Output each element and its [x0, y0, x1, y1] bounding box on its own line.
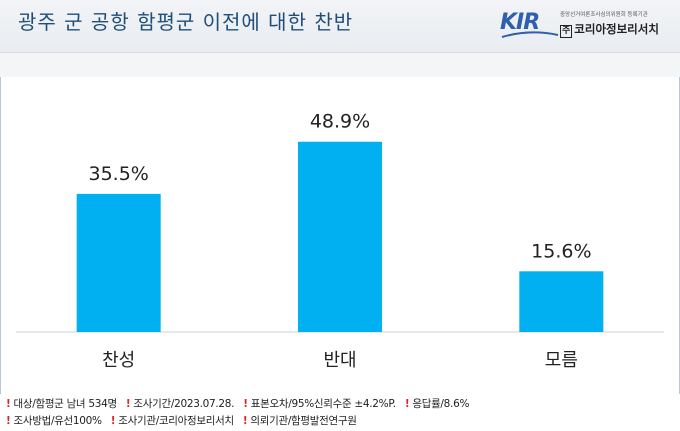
marker-icon: !: [125, 398, 131, 410]
header-bar: 광주 군 공항 함평군 이전에 대한 찬반 KIR 중앙선거여론조사심의위원회 …: [0, 0, 680, 53]
footer-period: 조사기간/2023.07.28.: [133, 398, 235, 410]
footer-item: ! 표본오차/95%신뢰수준 ±4.2%P.: [243, 398, 396, 410]
category-label-1: 찬성: [102, 350, 135, 371]
logo-mark: KIR: [500, 10, 540, 35]
bar-3: [519, 271, 604, 332]
logo-subtext: 중앙선거여론조사심의위원회 등록기관: [560, 12, 648, 18]
logo-name: 주 코리아정보리서치: [560, 21, 659, 38]
marker-icon: !: [404, 398, 410, 410]
marker-icon: !: [242, 415, 248, 427]
data-label-1: 35.5%: [88, 163, 148, 185]
footer-item: ! 대상/함평군 남녀 534명: [6, 398, 117, 410]
footer-item: ! 조사기관/코리아정보리서치: [111, 415, 234, 427]
footer-item: ! 조사기간/2023.07.28.: [125, 398, 235, 410]
footer-agency: 조사기관/코리아정보리서치: [118, 415, 234, 427]
survey-footer: ! 대상/함평군 남녀 534명 ! 조사기간/2023.07.28. ! 표본오차/…: [0, 394, 680, 431]
footer-error: 표본오차/95%신뢰수준 ±4.2%P.: [250, 398, 396, 410]
logo-name-text: 코리아정보리서치: [574, 22, 659, 36]
header-subbar: [0, 53, 680, 77]
footer-item: ! 조사방법/유선100%: [6, 415, 102, 427]
marker-icon: !: [6, 398, 11, 410]
bar-chart: 35.5% 찬성 48.9% 반대 15.6% 모름: [16, 111, 664, 371]
footer-item: ! 의뢰기관/함평발전연구원: [243, 415, 357, 427]
category-label-2: 반대: [323, 350, 356, 371]
data-label-3: 15.6%: [531, 240, 591, 262]
marker-icon: !: [243, 398, 248, 410]
bar-1: [76, 193, 161, 332]
logo-box: 주: [560, 25, 573, 38]
footer-target: 대상/함평군 남녀 534명: [13, 398, 118, 410]
footer-method: 조사방법/유선100%: [13, 415, 103, 427]
marker-icon: !: [6, 415, 11, 427]
bar-2: [298, 141, 382, 332]
footer-line-1: ! 대상/함평군 남녀 534명 ! 조사기간/2023.07.28. ! 표본오차/…: [6, 396, 475, 413]
data-label-2: 48.9%: [310, 111, 370, 133]
footer-item: ! 응답률/8.6%: [404, 398, 470, 410]
logo-swoosh-icon: [501, 31, 559, 38]
footer-client: 의뢰기관/함평발전연구원: [250, 415, 357, 427]
footer-line-2: ! 조사방법/유선100% ! 조사기관/코리아정보리서치 ! 의뢰기관/함평발전연구…: [6, 413, 363, 430]
company-logo: KIR 중앙선거여론조사심의위원회 등록기관 주 코리아정보리서치: [500, 7, 672, 45]
marker-icon: !: [110, 415, 116, 427]
chart-title: 광주 군 공항 함평군 이전에 대한 찬반: [18, 10, 354, 34]
category-label-3: 모름: [545, 350, 578, 371]
footer-response-rate: 응답률/8.6%: [412, 398, 470, 410]
